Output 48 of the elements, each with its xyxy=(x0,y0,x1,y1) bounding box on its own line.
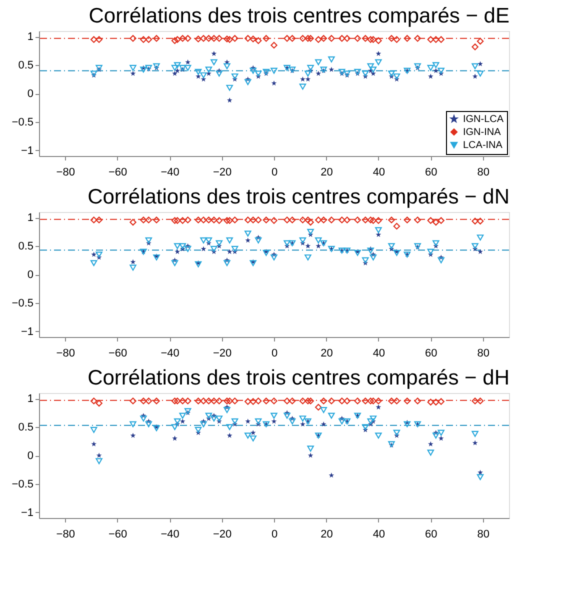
x-tick-label: −40 xyxy=(160,166,180,178)
x-tick-label: −80 xyxy=(56,528,75,540)
x-tick-label: −40 xyxy=(160,348,180,360)
x-tick-label: 60 xyxy=(425,528,438,540)
x-tick-label: 20 xyxy=(320,528,333,540)
chart-title: Corrélations des trois centres comparés − dH xyxy=(88,366,510,390)
y-tick-label: 0.5 xyxy=(18,60,34,72)
x-tick-label: −20 xyxy=(212,528,232,540)
chart-title: Corrélations des trois centres comparés − dE xyxy=(88,4,510,28)
x-tick-label: −60 xyxy=(108,348,128,360)
x-tick-label: 80 xyxy=(477,348,490,360)
legend-label: IGN-INA xyxy=(463,127,502,138)
y-tick-label: 0.5 xyxy=(18,240,34,253)
x-tick-label: 40 xyxy=(372,528,386,540)
x-tick-label: −80 xyxy=(56,166,75,178)
x-tick-label: 80 xyxy=(477,166,490,178)
x-tick-label: 0 xyxy=(271,166,278,178)
y-tick-label: 0 xyxy=(27,269,34,281)
x-tick-label: −20 xyxy=(212,348,232,360)
x-tick-label: 40 xyxy=(372,348,386,360)
y-tick-label: 0.5 xyxy=(18,422,34,434)
chart-title: Corrélations des trois centres comparés − dN xyxy=(88,186,510,209)
x-tick-label: 0 xyxy=(271,528,278,540)
x-tick-label: 20 xyxy=(320,348,333,360)
y-tick-label: −1 xyxy=(20,506,34,519)
y-tick-label: 1 xyxy=(27,212,34,224)
x-tick-label: −80 xyxy=(56,348,75,360)
x-tick-label: 60 xyxy=(425,166,438,178)
x-tick-label: 0 xyxy=(271,348,278,360)
y-tick-label: 0 xyxy=(27,450,34,462)
legend-label: LCA-INA xyxy=(463,140,503,151)
x-tick-label: −40 xyxy=(160,528,180,540)
y-tick-label: 1 xyxy=(27,393,34,406)
y-tick-label: 1 xyxy=(27,31,34,44)
y-tick-label: −0.5 xyxy=(12,116,34,128)
x-tick-label: −60 xyxy=(108,528,128,540)
x-tick-label: 60 xyxy=(425,348,438,360)
x-tick-label: −20 xyxy=(212,166,232,178)
x-tick-label: 80 xyxy=(477,528,490,540)
x-tick-label: 40 xyxy=(372,166,386,178)
x-tick-label: −60 xyxy=(108,166,128,178)
legend-label: IGN-LCA xyxy=(463,114,504,125)
y-tick-label: −0.5 xyxy=(12,478,34,490)
y-tick-label: −1 xyxy=(20,326,34,338)
y-tick-label: 0 xyxy=(27,88,34,100)
y-tick-label: −0.5 xyxy=(12,297,34,310)
y-tick-label: −1 xyxy=(20,144,34,157)
x-tick-label: 20 xyxy=(320,166,333,178)
